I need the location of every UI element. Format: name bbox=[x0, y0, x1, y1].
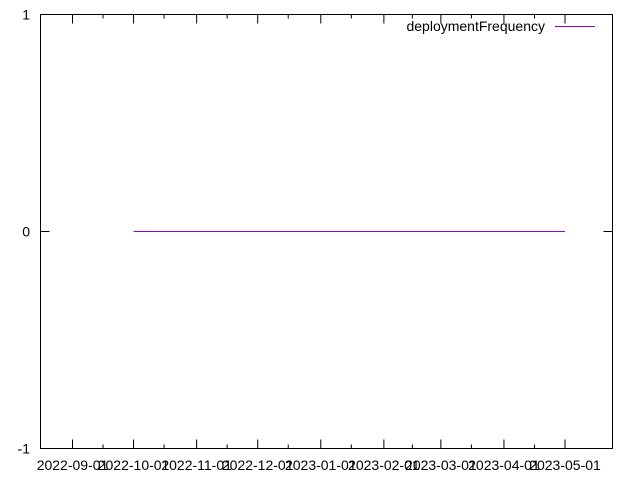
x-tick-label-2022-12-01: 2022-12-01 bbox=[222, 457, 294, 473]
y-tick-label-0: 0 bbox=[22, 224, 30, 240]
x-tick-label-2022-11-01: 2022-11-01 bbox=[161, 457, 232, 473]
legend: deploymentFrequency bbox=[406, 18, 595, 34]
y-tick-label-1: -1 bbox=[18, 441, 31, 457]
y-axis-ticks: -1 0 1 bbox=[18, 7, 613, 457]
legend-label-deploymentfrequency: deploymentFrequency bbox=[406, 18, 545, 34]
x-tick-label-2023-02-01: 2023-02-01 bbox=[348, 457, 420, 473]
x-axis-ticks: 2022-09-012022-10-012022-11-012022-12-01… bbox=[37, 14, 601, 473]
y-tick-label-1: 1 bbox=[22, 7, 30, 23]
x-tick-label-2023-05-01: 2023-05-01 bbox=[529, 457, 601, 473]
x-tick-label-2023-03-01: 2023-03-01 bbox=[405, 457, 477, 473]
x-tick-label-2022-10-01: 2022-10-01 bbox=[98, 457, 170, 473]
x-tick-label-2022-09-01: 2022-09-01 bbox=[37, 457, 109, 473]
x-tick-label-2023-01-01: 2023-01-01 bbox=[285, 457, 357, 473]
x-tick-label-2023-04-01: 2023-04-01 bbox=[468, 457, 540, 473]
